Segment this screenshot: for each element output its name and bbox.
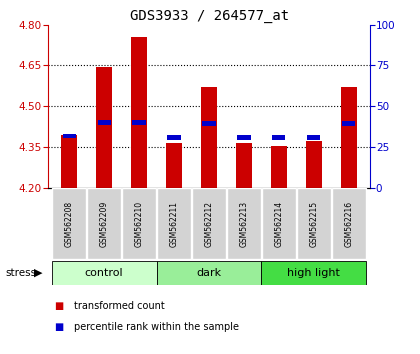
Bar: [96, 67, 112, 188]
Bar: [341, 87, 357, 188]
Bar: [342, 121, 355, 126]
Text: GSM562213: GSM562213: [239, 201, 248, 247]
Bar: [168, 135, 181, 140]
FancyBboxPatch shape: [157, 188, 191, 259]
FancyBboxPatch shape: [331, 188, 366, 259]
Text: ■: ■: [55, 322, 64, 332]
Bar: [61, 135, 77, 188]
Bar: [132, 120, 146, 125]
Bar: [237, 135, 250, 140]
Text: GSM562216: GSM562216: [344, 201, 353, 247]
Text: GSM562212: GSM562212: [205, 201, 213, 247]
Bar: [306, 142, 322, 188]
Text: GDS3933 / 264577_at: GDS3933 / 264577_at: [131, 9, 289, 23]
FancyBboxPatch shape: [262, 188, 296, 259]
Text: GSM562214: GSM562214: [274, 201, 284, 247]
Text: stress: stress: [5, 268, 36, 278]
Bar: [166, 143, 182, 188]
Text: high light: high light: [287, 268, 340, 278]
Bar: [236, 143, 252, 188]
Text: control: control: [85, 268, 123, 278]
Text: dark: dark: [197, 268, 221, 278]
Text: percentile rank within the sample: percentile rank within the sample: [74, 322, 239, 332]
Text: ▶: ▶: [34, 268, 43, 278]
FancyBboxPatch shape: [157, 261, 261, 285]
FancyBboxPatch shape: [52, 261, 157, 285]
FancyBboxPatch shape: [297, 188, 331, 259]
Bar: [201, 87, 217, 188]
FancyBboxPatch shape: [227, 188, 261, 259]
Text: ■: ■: [55, 301, 64, 311]
Bar: [307, 135, 320, 140]
FancyBboxPatch shape: [192, 188, 226, 259]
FancyBboxPatch shape: [87, 188, 121, 259]
Text: GSM562208: GSM562208: [65, 201, 74, 247]
Text: transformed count: transformed count: [74, 301, 164, 311]
Text: GSM562215: GSM562215: [309, 201, 318, 247]
Bar: [271, 145, 287, 188]
FancyBboxPatch shape: [52, 188, 87, 259]
Bar: [131, 37, 147, 188]
FancyBboxPatch shape: [261, 261, 366, 285]
Bar: [97, 120, 111, 125]
Bar: [202, 121, 215, 126]
Text: GSM562211: GSM562211: [170, 201, 178, 247]
Bar: [272, 135, 286, 140]
FancyBboxPatch shape: [122, 188, 156, 259]
Text: GSM562209: GSM562209: [100, 201, 109, 247]
Bar: [63, 133, 76, 138]
Text: GSM562210: GSM562210: [134, 201, 144, 247]
